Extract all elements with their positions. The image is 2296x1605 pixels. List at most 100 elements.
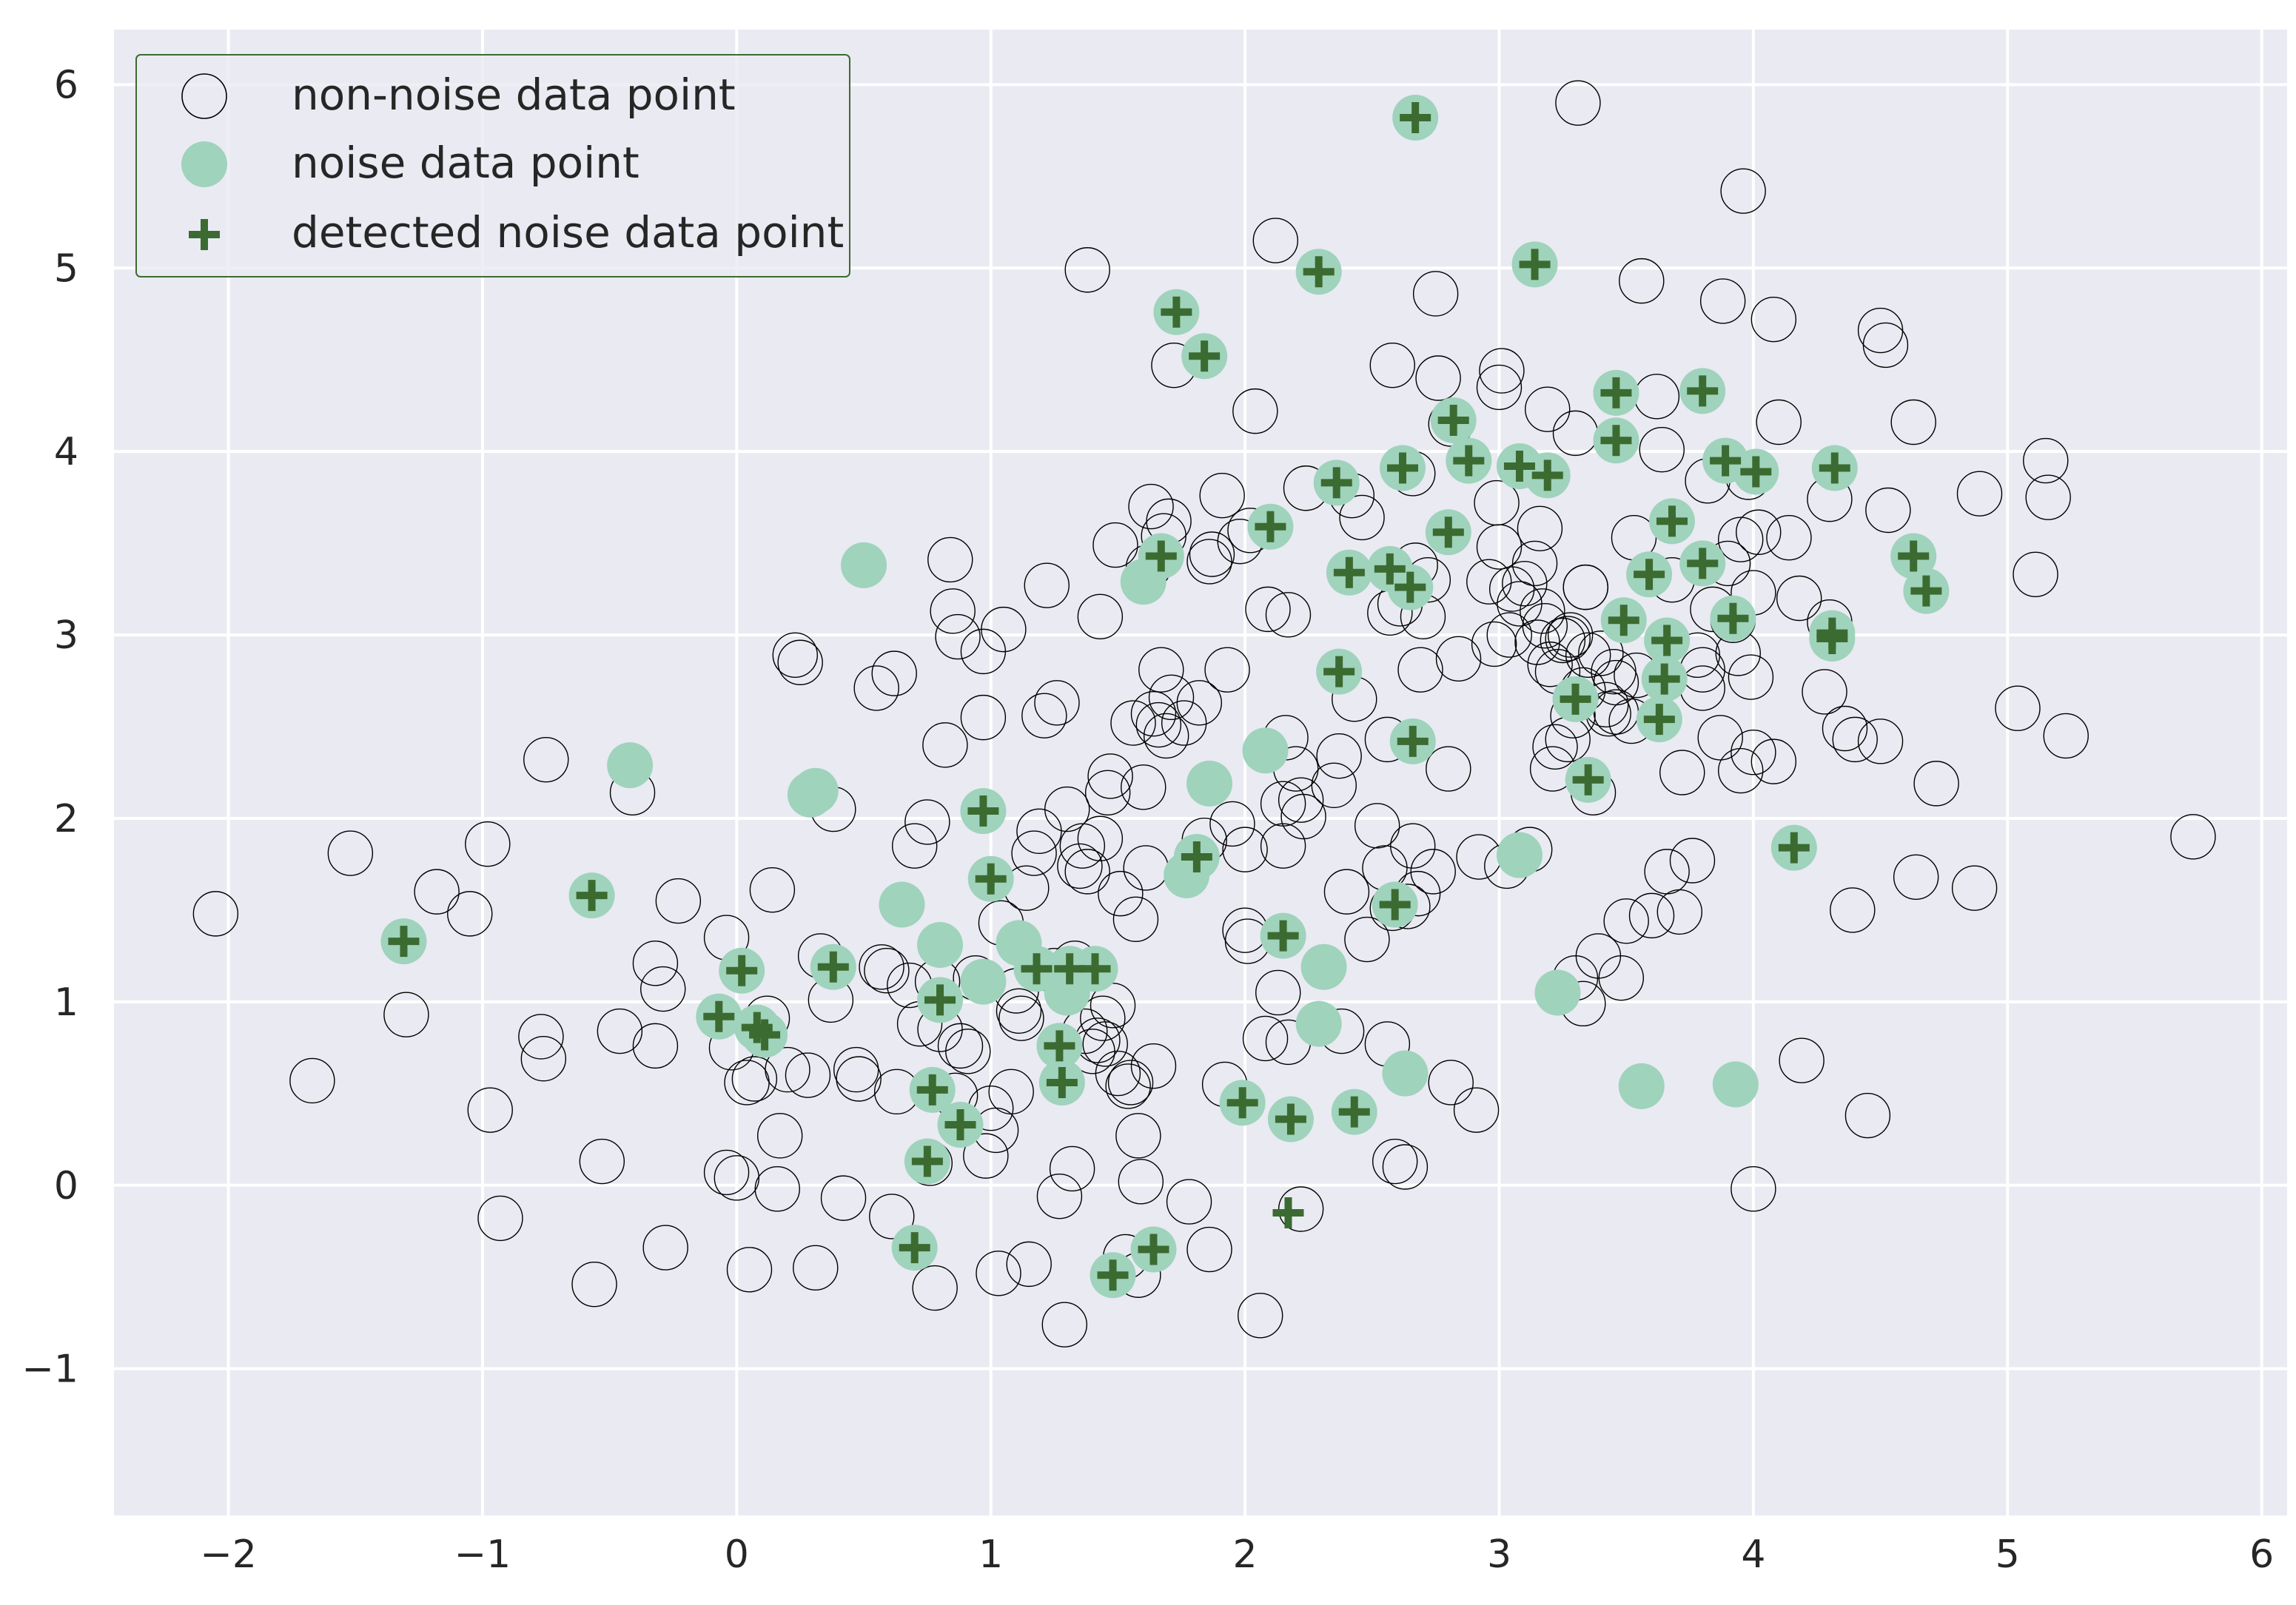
detected-noise-point bbox=[1432, 517, 1464, 548]
non-noise-point bbox=[1527, 642, 1573, 687]
detected-noise-point bbox=[388, 926, 420, 958]
noise-point bbox=[879, 881, 925, 928]
legend-open-circle-icon bbox=[181, 73, 227, 119]
non-noise-point bbox=[1128, 483, 1174, 530]
non-noise-point bbox=[1189, 531, 1235, 577]
detected-noise-point bbox=[1648, 663, 1680, 695]
non-noise-point bbox=[1545, 616, 1591, 662]
non-noise-point bbox=[1865, 487, 1911, 534]
noise-point bbox=[1300, 943, 1347, 990]
detected-noise-point bbox=[1437, 405, 1469, 437]
non-noise-point bbox=[642, 1225, 688, 1271]
legend-label-detected: detected noise data point bbox=[292, 207, 844, 258]
detected-noise-point bbox=[924, 984, 956, 1016]
non-noise-point bbox=[1669, 838, 1716, 884]
detected-noise-point bbox=[1044, 1030, 1075, 1062]
non-noise-point bbox=[703, 1149, 750, 1196]
detected-noise-point bbox=[1394, 571, 1426, 603]
detected-noise-point bbox=[1687, 548, 1719, 579]
non-noise-point bbox=[1090, 983, 1136, 1029]
non-noise-point bbox=[1699, 278, 1746, 324]
non-noise-point bbox=[1951, 865, 1998, 911]
non-noise-point bbox=[1115, 1113, 1161, 1159]
noise-point bbox=[607, 742, 654, 789]
non-noise-point bbox=[1750, 296, 1797, 343]
non-noise-point bbox=[1522, 602, 1568, 649]
legend: non-noise data point noise data point de… bbox=[135, 54, 850, 277]
detected-noise-point bbox=[1560, 683, 1591, 715]
non-noise-point bbox=[891, 823, 938, 869]
non-noise-point bbox=[1913, 761, 1959, 807]
non-noise-point bbox=[904, 799, 950, 845]
non-noise-point bbox=[1412, 271, 1459, 317]
non-noise-point bbox=[1135, 701, 1182, 748]
non-noise-point bbox=[1488, 566, 1535, 612]
x-tick-label: 4 bbox=[1741, 1532, 1765, 1577]
non-noise-point bbox=[1260, 823, 1306, 869]
non-noise-point bbox=[1049, 1145, 1095, 1192]
detected-noise-point bbox=[1303, 256, 1335, 288]
non-noise-point bbox=[1639, 426, 1685, 473]
non-noise-point bbox=[1415, 355, 1461, 401]
non-noise-point bbox=[1311, 762, 1357, 809]
non-noise-point bbox=[820, 1175, 867, 1221]
non-noise-point bbox=[1397, 647, 1443, 693]
detected-noise-point bbox=[1531, 460, 1563, 491]
non-noise-point bbox=[1242, 1015, 1289, 1062]
detected-noise-point bbox=[1453, 445, 1485, 477]
non-noise-point bbox=[2013, 551, 2058, 597]
noise-point bbox=[960, 958, 1007, 1005]
detected-noise-point bbox=[1387, 452, 1418, 484]
non-noise-point bbox=[383, 992, 429, 1037]
non-noise-point bbox=[1893, 854, 1939, 901]
non-noise-point bbox=[1087, 753, 1133, 799]
non-noise-point bbox=[1540, 617, 1586, 664]
x-tick-label: 0 bbox=[725, 1532, 749, 1577]
non-noise-point bbox=[1112, 896, 1159, 943]
non-noise-point bbox=[632, 1023, 679, 1069]
legend-plus-icon bbox=[189, 219, 220, 250]
detected-noise-point bbox=[817, 951, 849, 983]
non-noise-point bbox=[1756, 399, 1802, 445]
non-noise-point bbox=[1080, 995, 1126, 1041]
non-noise-point bbox=[2023, 437, 2069, 484]
detected-noise-point bbox=[1323, 656, 1355, 687]
non-noise-point bbox=[1121, 764, 1167, 810]
non-noise-point bbox=[922, 722, 968, 768]
non-noise-point bbox=[1547, 612, 1594, 658]
non-noise-point bbox=[2025, 474, 2071, 520]
non-noise-point bbox=[1779, 1037, 1825, 1083]
non-noise-point bbox=[714, 1155, 760, 1201]
non-noise-point bbox=[1199, 472, 1245, 519]
non-noise-point bbox=[726, 1247, 773, 1293]
non-noise-point bbox=[1766, 514, 1812, 561]
non-noise-point bbox=[853, 665, 899, 711]
non-noise-point bbox=[1143, 713, 1189, 759]
non-noise-point bbox=[772, 632, 818, 679]
non-noise-point bbox=[1390, 823, 1436, 869]
non-noise-point bbox=[1107, 1060, 1154, 1106]
non-noise-point bbox=[1603, 898, 1649, 944]
non-noise-point bbox=[1130, 690, 1177, 737]
detected-noise-point bbox=[1608, 605, 1639, 636]
non-noise-point bbox=[1232, 388, 1278, 434]
non-noise-point bbox=[1520, 588, 1565, 634]
detected-noise-point bbox=[1138, 1234, 1169, 1265]
x-tick-label: 6 bbox=[2249, 1532, 2274, 1577]
non-noise-point bbox=[1021, 693, 1067, 738]
non-noise-point bbox=[1890, 399, 1936, 445]
detected-noise-point bbox=[703, 1000, 735, 1032]
non-noise-point bbox=[836, 1056, 882, 1102]
detected-noise-point bbox=[944, 1108, 976, 1140]
detected-noise-point bbox=[1181, 841, 1212, 873]
non-noise-point bbox=[1486, 612, 1532, 658]
noise-point bbox=[792, 767, 839, 814]
non-noise-point bbox=[640, 966, 686, 1012]
non-noise-point bbox=[1578, 630, 1624, 676]
noise-point bbox=[1382, 1050, 1429, 1097]
detected-noise-point bbox=[1046, 1066, 1078, 1098]
non-noise-point bbox=[864, 948, 910, 994]
non-noise-point bbox=[1252, 218, 1299, 263]
non-noise-point bbox=[1084, 770, 1131, 815]
y-tick-label: −1 bbox=[21, 1347, 78, 1392]
